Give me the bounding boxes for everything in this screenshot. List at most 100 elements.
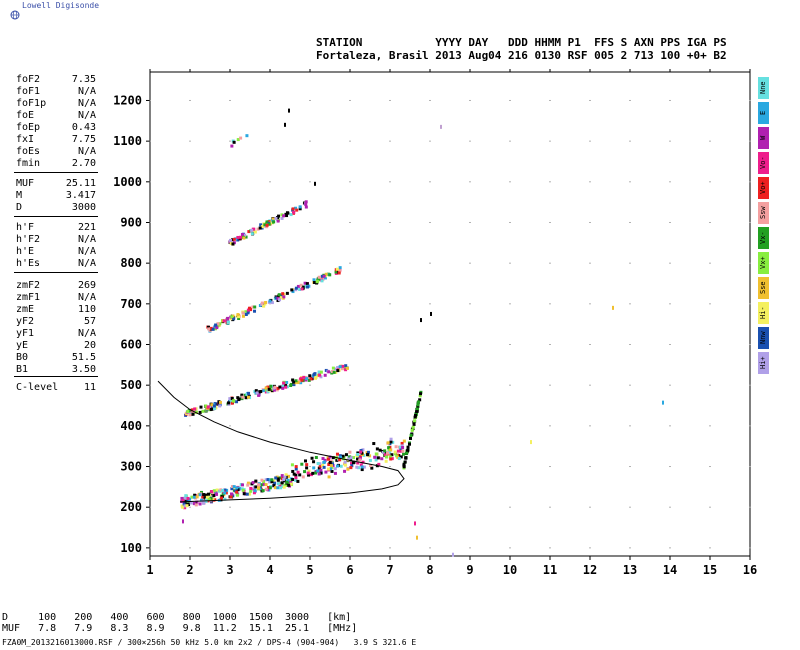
echo-point — [259, 223, 263, 227]
echo-point — [230, 485, 234, 489]
legend-item-nne0: Nne — [758, 77, 769, 99]
echo-point — [272, 220, 276, 224]
echo-point — [406, 445, 410, 449]
echo-point — [414, 521, 416, 526]
grid-dot — [189, 140, 191, 142]
echo-point — [270, 301, 274, 305]
param-value: N/A — [77, 292, 96, 303]
panel-divider — [14, 376, 98, 377]
echo-point — [260, 225, 264, 229]
echo-point — [232, 317, 236, 321]
echo-point — [270, 478, 274, 482]
echo-point — [305, 285, 309, 289]
echo-point — [388, 450, 392, 454]
y-tick-label: 1000 — [113, 175, 142, 189]
echo-point — [277, 293, 281, 297]
echo-point — [298, 287, 302, 291]
echo-point — [219, 488, 223, 492]
echo-point — [341, 454, 345, 458]
echo-point — [274, 216, 278, 220]
echo-point — [245, 134, 249, 138]
grid-dot — [389, 466, 391, 468]
grid-dot — [309, 425, 311, 427]
echo-point — [216, 322, 220, 326]
echo-point — [369, 464, 373, 468]
echo-point — [273, 481, 277, 485]
echo-point — [387, 446, 391, 450]
echo-point — [205, 495, 209, 499]
param-value: 11 — [83, 382, 96, 393]
echo-point — [247, 230, 251, 234]
echo-point — [264, 386, 268, 390]
x-tick-label: 16 — [743, 563, 757, 577]
echo-point — [415, 410, 419, 414]
echo-point — [357, 466, 361, 470]
echo-point — [223, 497, 227, 501]
echo-point — [232, 485, 236, 489]
grid-dot — [749, 221, 751, 223]
grid-dot — [669, 303, 671, 305]
grid-dot — [709, 506, 711, 508]
grid-dot — [229, 262, 231, 264]
echo-point — [267, 222, 271, 226]
echo-point — [323, 373, 327, 377]
echo-point — [260, 478, 264, 482]
echo-point — [316, 461, 320, 465]
echo-point — [294, 288, 298, 292]
echo-point — [612, 305, 614, 310]
echo-point — [216, 324, 220, 328]
echo-point — [406, 448, 410, 452]
echo-point — [227, 401, 231, 405]
grid-dot — [709, 140, 711, 142]
echo-point — [300, 378, 304, 382]
echo-point — [304, 200, 308, 204]
grid-dot — [629, 262, 631, 264]
echo-point — [418, 394, 422, 398]
echo-point — [240, 487, 244, 491]
echo-point — [349, 458, 353, 462]
echo-point — [240, 393, 244, 397]
grid-dot — [429, 221, 431, 223]
param-zmf2: zmF2 269 — [16, 280, 96, 292]
echo-point — [276, 482, 280, 486]
grid-dot — [389, 506, 391, 508]
echo-point — [229, 399, 233, 403]
echo-point — [199, 405, 203, 409]
echo-point — [266, 478, 270, 482]
echo-point — [328, 455, 332, 459]
echo-point — [386, 441, 390, 445]
echo-point — [303, 470, 307, 474]
param-value: 0.43 — [71, 122, 96, 133]
echo-point — [289, 213, 293, 217]
grid-dot — [349, 547, 351, 549]
echo-point — [399, 449, 403, 453]
echo-point — [246, 481, 250, 485]
grid-dot — [189, 262, 191, 264]
grid-dot — [589, 140, 591, 142]
echo-point — [218, 322, 222, 326]
echo-point — [404, 456, 408, 460]
echo-point — [236, 238, 240, 242]
grid-dot — [149, 221, 151, 223]
echo-point — [232, 399, 236, 403]
echo-point — [294, 467, 298, 471]
echo-point — [358, 456, 362, 460]
echo-point — [210, 403, 214, 407]
echo-point — [410, 428, 414, 432]
grid-dot — [349, 140, 351, 142]
param-value: N/A — [77, 110, 96, 121]
legend-item-vx7: Vx+ — [758, 252, 769, 274]
grid-dot — [709, 547, 711, 549]
grid-dot — [269, 99, 271, 101]
grid-dot — [469, 99, 471, 101]
echo-point — [258, 226, 262, 230]
echo-point — [201, 495, 205, 499]
echo-point — [281, 384, 285, 388]
echo-point — [194, 410, 198, 414]
echo-point — [294, 379, 298, 383]
echo-point — [320, 274, 324, 278]
echo-point — [285, 380, 289, 384]
echo-point — [231, 242, 235, 246]
grid-dot — [389, 99, 391, 101]
param-label: C-level — [16, 382, 59, 393]
